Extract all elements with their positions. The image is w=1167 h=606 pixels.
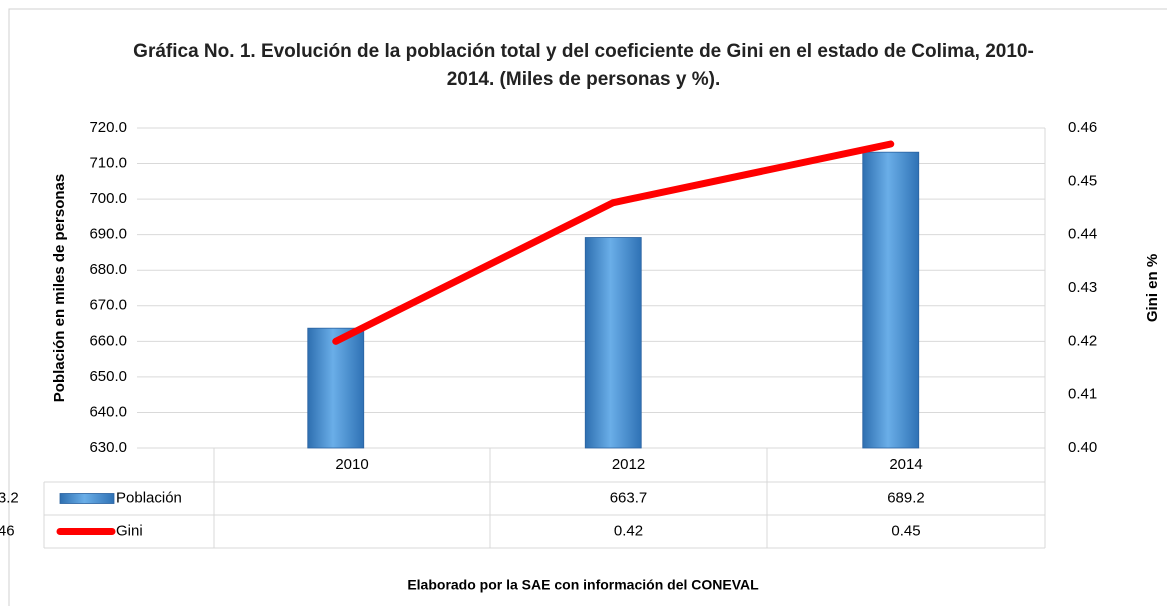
line: [332, 140, 895, 345]
footnote: Elaborado por la SAE con información del…: [407, 577, 759, 593]
chart-title: Gráfica No. 1. Evolución de la población…: [133, 41, 1034, 90]
y-tick-label: 670.0: [89, 297, 127, 314]
y-tick-label: 700.0: [89, 190, 127, 207]
y2-tick-label: 0.40: [1068, 439, 1097, 456]
y-tick-label: 630.0: [89, 439, 127, 456]
x-tick-label: 2012: [612, 456, 645, 473]
y2-tick-label: 0.45: [1068, 172, 1097, 189]
legend-marker: [59, 493, 115, 504]
data-label: 0.46: [0, 522, 15, 539]
legend-label: Población: [116, 489, 182, 506]
bar: [862, 151, 920, 449]
y2-tick-label: 0.43: [1068, 279, 1097, 296]
y-tick-label: 690.0: [89, 226, 127, 243]
y2-tick-label: 0.46: [1068, 119, 1097, 136]
data-label: 689.2: [887, 489, 925, 506]
chart-border: [8, 8, 1167, 606]
data-label: 0.42: [614, 522, 643, 539]
y-tick-label: 650.0: [89, 368, 127, 385]
y-axis-title: Población en miles de personas: [51, 174, 68, 402]
legend-label: Gini: [116, 522, 143, 539]
y2-tick-label: 0.41: [1068, 386, 1097, 403]
x-tick-label: 2014: [889, 456, 922, 473]
y-tick-label: 660.0: [89, 332, 127, 349]
data-label: 0.45: [891, 522, 920, 539]
y2-axis-title: Gini en %: [1144, 254, 1161, 322]
bar: [307, 327, 365, 449]
y-tick-label: 640.0: [89, 403, 127, 420]
y2-tick-label: 0.44: [1068, 226, 1097, 243]
y2-tick-label: 0.42: [1068, 332, 1097, 349]
data-label: 713.2: [0, 489, 19, 506]
data-label: 663.7: [610, 489, 648, 506]
y-tick-label: 680.0: [89, 261, 127, 278]
y-tick-label: 710.0: [89, 155, 127, 172]
x-tick-label: 2010: [335, 456, 368, 473]
bar: [584, 237, 642, 449]
y-tick-label: 720.0: [89, 119, 127, 136]
